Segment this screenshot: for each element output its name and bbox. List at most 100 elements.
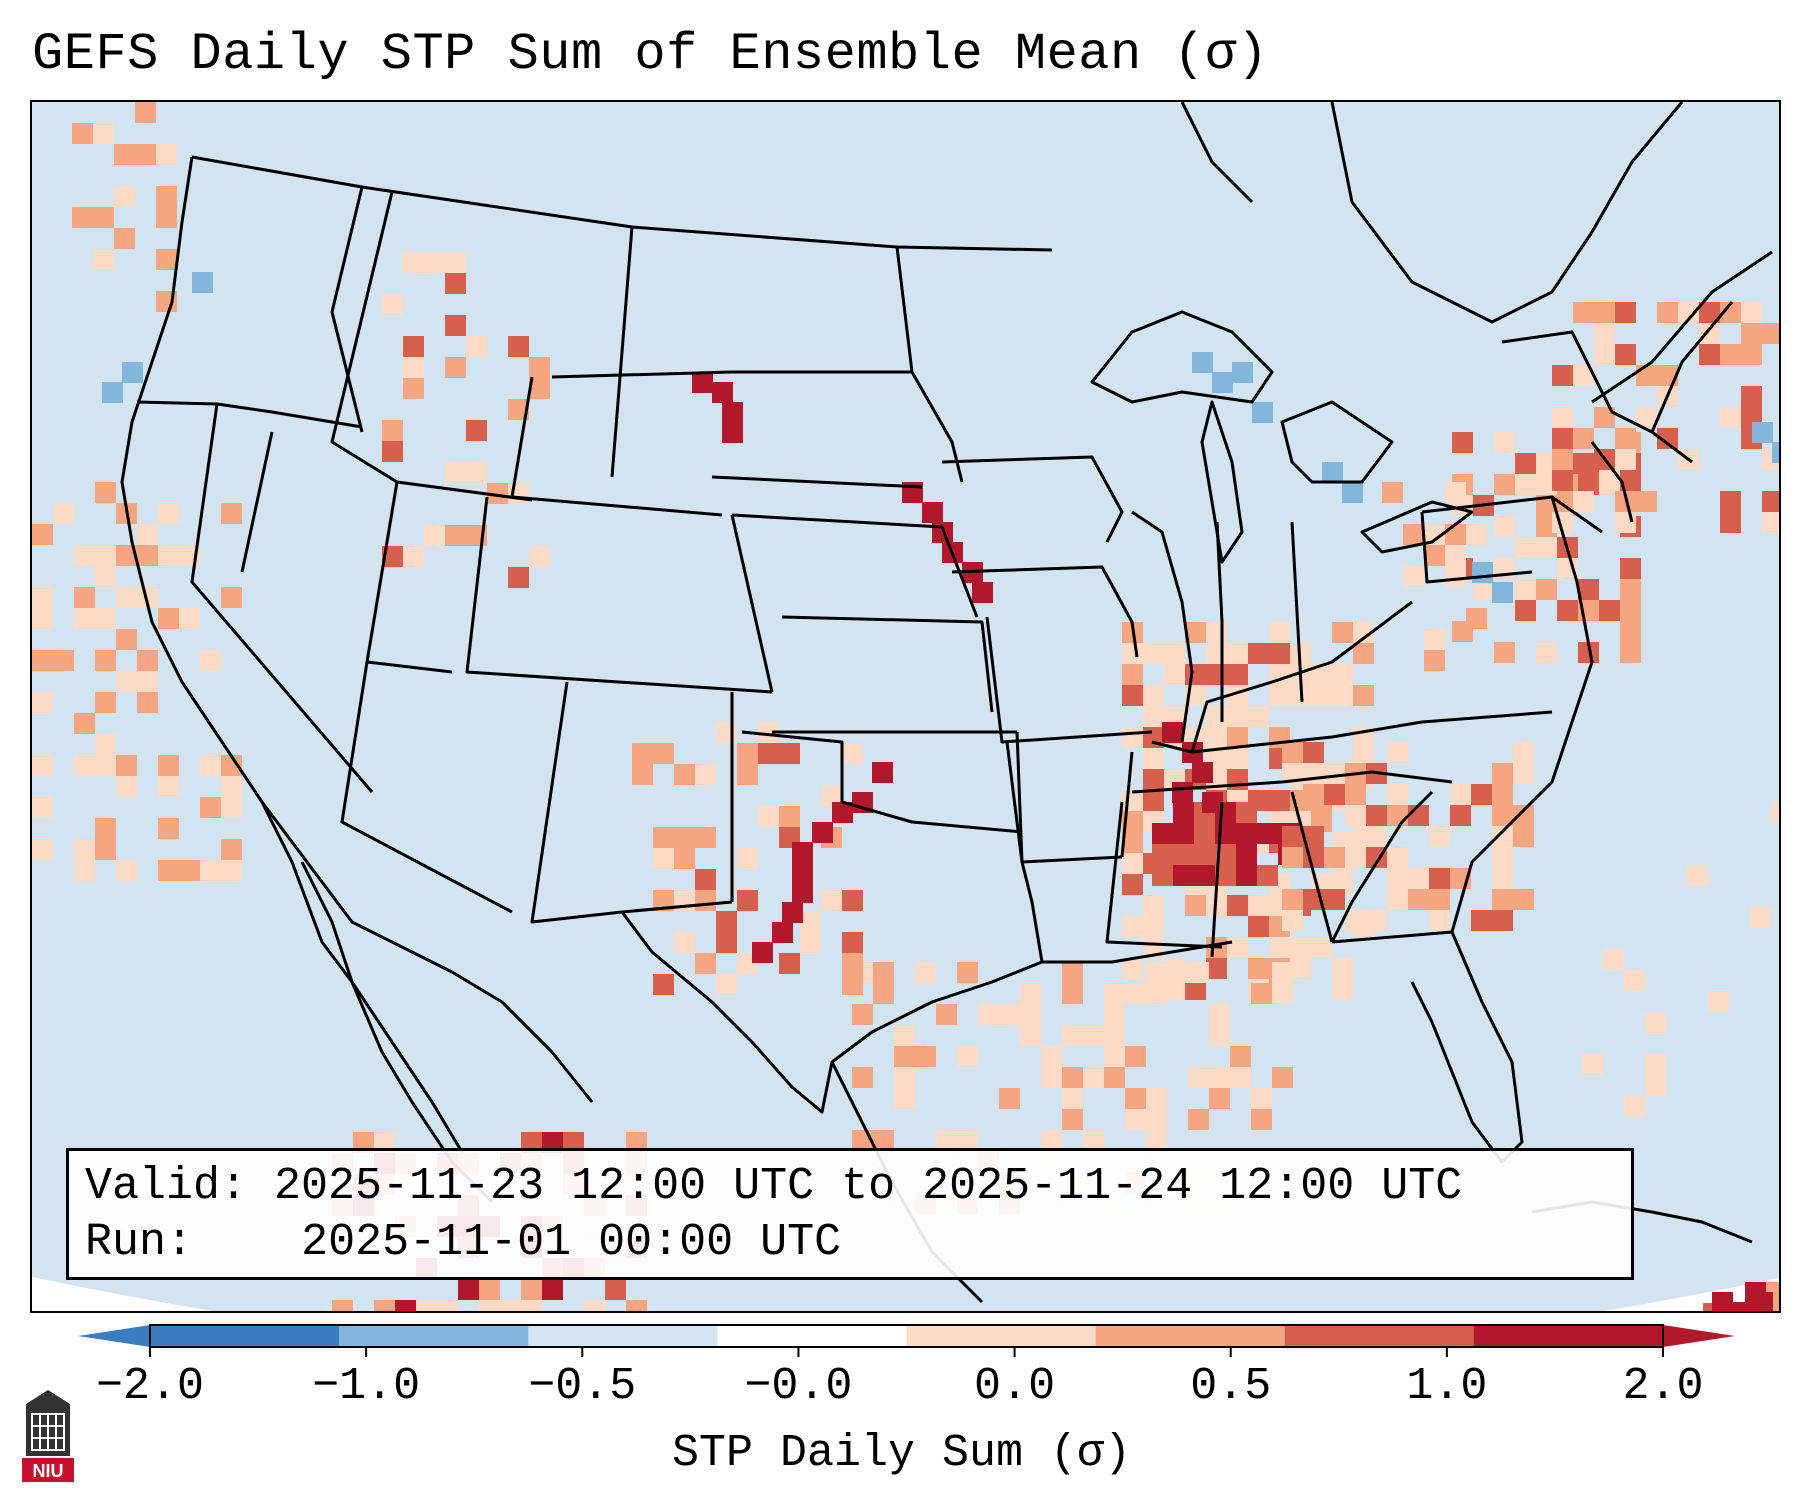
stp-cell <box>1620 621 1641 642</box>
stp-cell <box>1366 826 1387 847</box>
stp-cell <box>1594 344 1615 365</box>
stp-cell <box>1750 907 1771 928</box>
stp-cell-high <box>792 842 813 863</box>
stp-cell-high <box>1752 1292 1773 1311</box>
stp-cell <box>1513 889 1534 910</box>
stp-cell-negative <box>102 382 123 403</box>
stp-cell <box>1615 512 1636 533</box>
stp-cell <box>156 207 177 228</box>
stp-cell <box>1125 1088 1146 1109</box>
stp-cell-high <box>812 822 833 843</box>
stp-cell <box>716 932 737 953</box>
stp-cell <box>1251 1088 1272 1109</box>
stp-cell <box>221 797 242 818</box>
stp-cell <box>437 1300 458 1311</box>
stp-cell <box>1215 865 1236 886</box>
stp-cell <box>72 123 93 144</box>
stp-cell <box>158 545 179 566</box>
stp-cell <box>32 524 53 545</box>
stp-cell <box>1290 937 1311 958</box>
stp-cell <box>1272 1067 1293 1088</box>
stp-cell <box>653 848 674 869</box>
stp-cell <box>1387 847 1408 868</box>
niu-logo: NIU <box>22 1390 74 1482</box>
stp-cell <box>1492 805 1513 826</box>
stp-cell <box>1573 491 1594 512</box>
stp-cell <box>95 755 116 776</box>
stp-cell-high <box>1732 1302 1753 1311</box>
stp-cell <box>1424 629 1445 650</box>
stp-cell-negative <box>1232 362 1253 383</box>
stp-cell <box>1594 323 1615 344</box>
stp-cell-high <box>692 372 713 393</box>
stp-cell <box>1429 889 1450 910</box>
stp-cell <box>737 743 758 764</box>
stp-cell <box>137 671 158 692</box>
stp-cell <box>1332 622 1353 643</box>
stp-cell <box>403 252 424 273</box>
stp-cell <box>779 953 800 974</box>
stp-cell <box>842 932 863 953</box>
stp-cell-high <box>872 762 893 783</box>
colorbar-segment <box>150 1325 340 1347</box>
stp-cell-high <box>1192 762 1213 783</box>
stp-cell <box>1146 1109 1167 1130</box>
colorbar-ticks <box>149 1347 1664 1357</box>
stp-cell <box>1311 685 1332 706</box>
stp-cell <box>1311 937 1332 958</box>
stp-cell <box>1536 453 1557 474</box>
stp-cell <box>842 743 863 764</box>
stp-cell <box>1209 1025 1230 1046</box>
stp-cell <box>156 186 177 207</box>
stp-cell <box>999 1004 1020 1025</box>
stp-cell <box>95 839 116 860</box>
stp-cell <box>758 722 779 743</box>
stp-cell <box>1615 449 1636 470</box>
stp-cell <box>1125 983 1146 1004</box>
stp-cell-negative <box>1212 372 1233 393</box>
stp-cell <box>1345 784 1366 805</box>
stp-cell <box>1762 491 1779 512</box>
stp-cell <box>1636 365 1657 386</box>
stp-cell <box>1282 889 1303 910</box>
stp-cell <box>1624 970 1645 991</box>
stp-cell <box>1122 664 1143 685</box>
stp-cell <box>1173 844 1194 865</box>
stp-cell <box>1206 958 1227 979</box>
stp-cell-high <box>782 902 803 923</box>
stp-cell <box>1282 742 1303 763</box>
stp-cell <box>32 608 53 629</box>
stp-cell <box>1303 826 1324 847</box>
run-label: Run: <box>85 1217 194 1268</box>
stp-cell <box>93 207 114 228</box>
stp-cell <box>779 806 800 827</box>
stp-cell <box>1599 474 1620 495</box>
stp-cell <box>508 399 529 420</box>
stp-cell <box>1185 979 1206 1000</box>
stp-cell <box>135 102 156 123</box>
stp-cell <box>1450 784 1471 805</box>
stp-cell <box>1762 512 1779 533</box>
stp-cell <box>1515 579 1536 600</box>
stp-cell <box>1645 1012 1666 1033</box>
chart-title: GEFS Daily STP Sum of Ensemble Mean (σ) <box>32 25 1269 84</box>
stp-cell <box>1573 302 1594 323</box>
stp-cell-high <box>772 922 793 943</box>
stp-cell <box>1206 622 1227 643</box>
stp-cell <box>1408 889 1429 910</box>
stp-cell <box>114 228 135 249</box>
stp-cell <box>1573 428 1594 449</box>
stp-cell <box>758 806 779 827</box>
stp-cell <box>1620 600 1641 621</box>
map-svg <box>32 102 1779 1311</box>
stp-cell <box>584 1300 605 1311</box>
stp-cell <box>1387 889 1408 910</box>
stp-cell <box>445 315 466 336</box>
stp-cell <box>1408 805 1429 826</box>
stp-cell <box>653 974 674 995</box>
stp-cell <box>416 1300 437 1311</box>
stp-cell <box>1209 1004 1230 1025</box>
stp-cell <box>1194 823 1215 844</box>
stp-cell <box>1236 844 1257 865</box>
stp-cell <box>1173 823 1194 844</box>
